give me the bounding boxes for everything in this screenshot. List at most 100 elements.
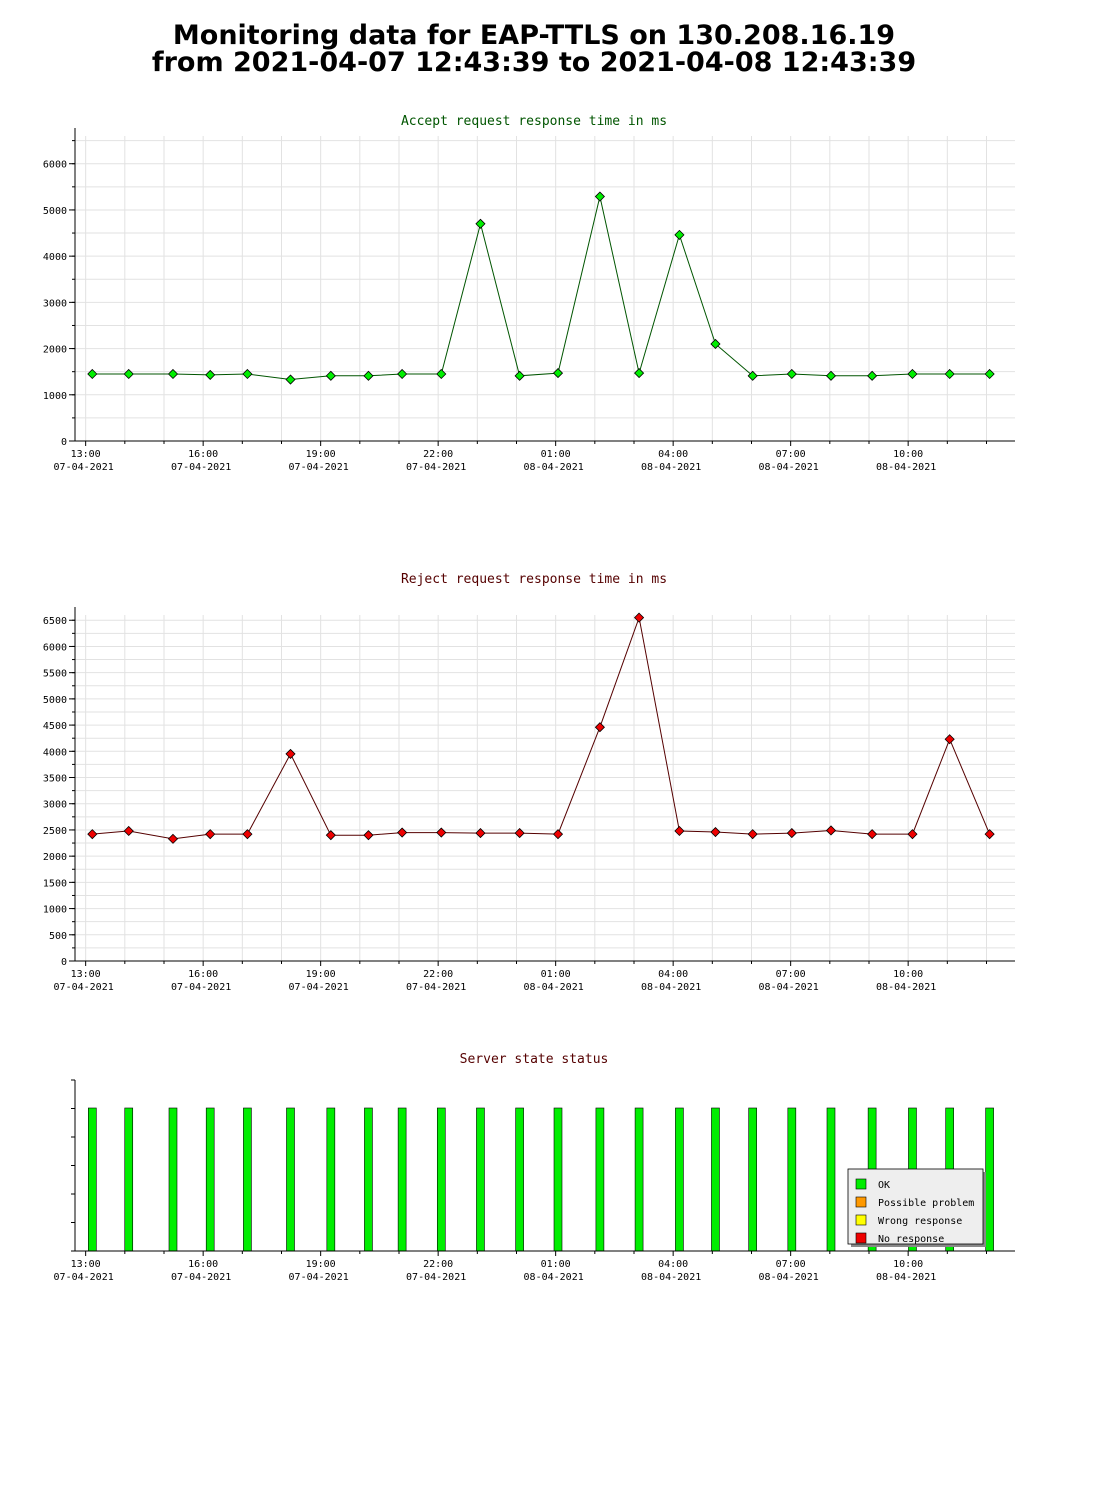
y-tick-label: 0 (61, 437, 67, 448)
x-tick-label-time: 16:00 (188, 969, 218, 980)
data-point (285, 374, 296, 385)
data-point (397, 368, 408, 380)
y-tick-label: 4000 (43, 252, 67, 263)
data-point (87, 368, 98, 380)
data-point (475, 828, 486, 839)
data-point (825, 825, 837, 836)
status-bar (397, 1107, 407, 1252)
accept-response-time-chart: Accept request response time in ms 0 1000 2… (43, 114, 1015, 473)
data-point (710, 338, 721, 350)
status-bar (124, 1107, 134, 1252)
x-tick-label-date: 07-04-2021 (54, 1272, 114, 1283)
data-point (907, 829, 918, 840)
data-point (242, 368, 253, 380)
data-point (825, 370, 837, 381)
status-bar (436, 1107, 446, 1252)
page-title-line-1: Monitoring data for EAP-TTLS on 130.208.… (172, 20, 896, 51)
data-point (786, 828, 797, 839)
x-tick-label-time: 01:00 (541, 1259, 571, 1270)
y-tick-label: 5500 (43, 669, 67, 680)
x-tick-label-date: 08-04-2021 (876, 1272, 936, 1283)
status-bar (634, 1107, 644, 1252)
data-point (552, 829, 564, 840)
x-tick-label-time: 19:00 (306, 449, 336, 460)
x-tick-label-date: 07-04-2021 (289, 462, 349, 473)
status-bar (243, 1107, 252, 1252)
x-tick-label-time: 16:00 (188, 449, 218, 460)
data-point (747, 829, 758, 840)
x-tick-label-date: 08-04-2021 (759, 462, 819, 473)
status-bar (748, 1107, 757, 1252)
data-point (436, 368, 447, 380)
x-tick-label-time: 19:00 (306, 1259, 336, 1270)
status-bar (985, 1107, 994, 1252)
data-point (475, 218, 486, 229)
x-tick-label-time: 13:00 (71, 969, 101, 980)
x-tick-label-time: 01:00 (541, 449, 571, 460)
status-bar (826, 1107, 836, 1252)
y-tick-label: 1000 (43, 905, 67, 916)
data-point (123, 825, 134, 837)
data-point (634, 612, 645, 623)
chart-title: Accept request response time in ms (401, 114, 667, 129)
legend-swatch (855, 1178, 867, 1190)
data-point (867, 829, 878, 840)
y-tick-label: 2000 (43, 852, 67, 863)
data-point (167, 833, 179, 844)
y-tick-label: 5000 (43, 206, 67, 217)
data-point (167, 368, 179, 380)
x-tick-label-time: 13:00 (71, 449, 101, 460)
legend-label: No response (878, 1234, 944, 1245)
x-tick-label-date: 08-04-2021 (759, 1272, 819, 1283)
x-tick-label-time: 07:00 (776, 449, 806, 460)
x-tick-label-time: 07:00 (776, 969, 806, 980)
x-tick-label-date: 07-04-2021 (171, 462, 231, 473)
y-tick-label: 2500 (43, 826, 67, 837)
chart-title: Server state status (460, 1052, 609, 1067)
legend-label: Possible problem (878, 1198, 974, 1209)
legend-swatch (855, 1214, 867, 1226)
x-tick-label-time: 19:00 (306, 969, 336, 980)
y-tick-label: 3500 (43, 774, 67, 785)
x-tick-label-date: 07-04-2021 (406, 982, 466, 993)
status-bar (326, 1107, 336, 1252)
x-tick-label-date: 07-04-2021 (289, 1272, 349, 1283)
status-bar (205, 1107, 215, 1252)
x-tick-label-time: 22:00 (423, 449, 453, 460)
y-tick-label: 2000 (43, 345, 67, 356)
data-point (594, 722, 605, 733)
legend-box (847, 1168, 984, 1245)
legend-label: OK (878, 1180, 890, 1191)
data-point (944, 368, 955, 380)
status-bar (515, 1107, 524, 1252)
data-point (786, 368, 797, 380)
y-tick-label: 1500 (43, 878, 67, 889)
y-tick-label: 3000 (43, 800, 67, 811)
y-tick-label: 0 (61, 957, 67, 968)
data-point (674, 229, 685, 240)
status-bar (476, 1107, 485, 1252)
series-line (92, 615, 991, 840)
status-bar (675, 1107, 684, 1252)
data-point (984, 368, 995, 380)
status-bar (168, 1107, 178, 1252)
x-tick-label-time: 22:00 (423, 1259, 453, 1270)
x-tick-label-date: 07-04-2021 (54, 462, 114, 473)
server-state-status-chart: Server state status 13:00 07-04-2021 16:00 0… (54, 1052, 1015, 1283)
data-point (397, 827, 408, 838)
data-point (325, 830, 336, 841)
status-bar (364, 1107, 373, 1252)
y-tick-label: 1000 (43, 391, 67, 402)
y-tick-label: 6000 (43, 160, 67, 171)
page-title-line-2: from 2021-04-07 12:43:39 to 2021-04-08 1… (151, 47, 917, 78)
data-point (205, 369, 216, 380)
x-tick-label-date: 07-04-2021 (406, 1272, 466, 1283)
page-title: Monitoring data for EAP-TTLS on 130.208.… (0, 22, 1068, 76)
x-tick-label-date: 07-04-2021 (54, 982, 114, 993)
data-point (634, 368, 645, 379)
data-point (710, 826, 721, 838)
legend-swatch (855, 1196, 867, 1208)
legend-swatch (855, 1232, 867, 1244)
x-tick-label-date: 08-04-2021 (641, 462, 701, 473)
x-tick-label-date: 08-04-2021 (759, 982, 819, 993)
